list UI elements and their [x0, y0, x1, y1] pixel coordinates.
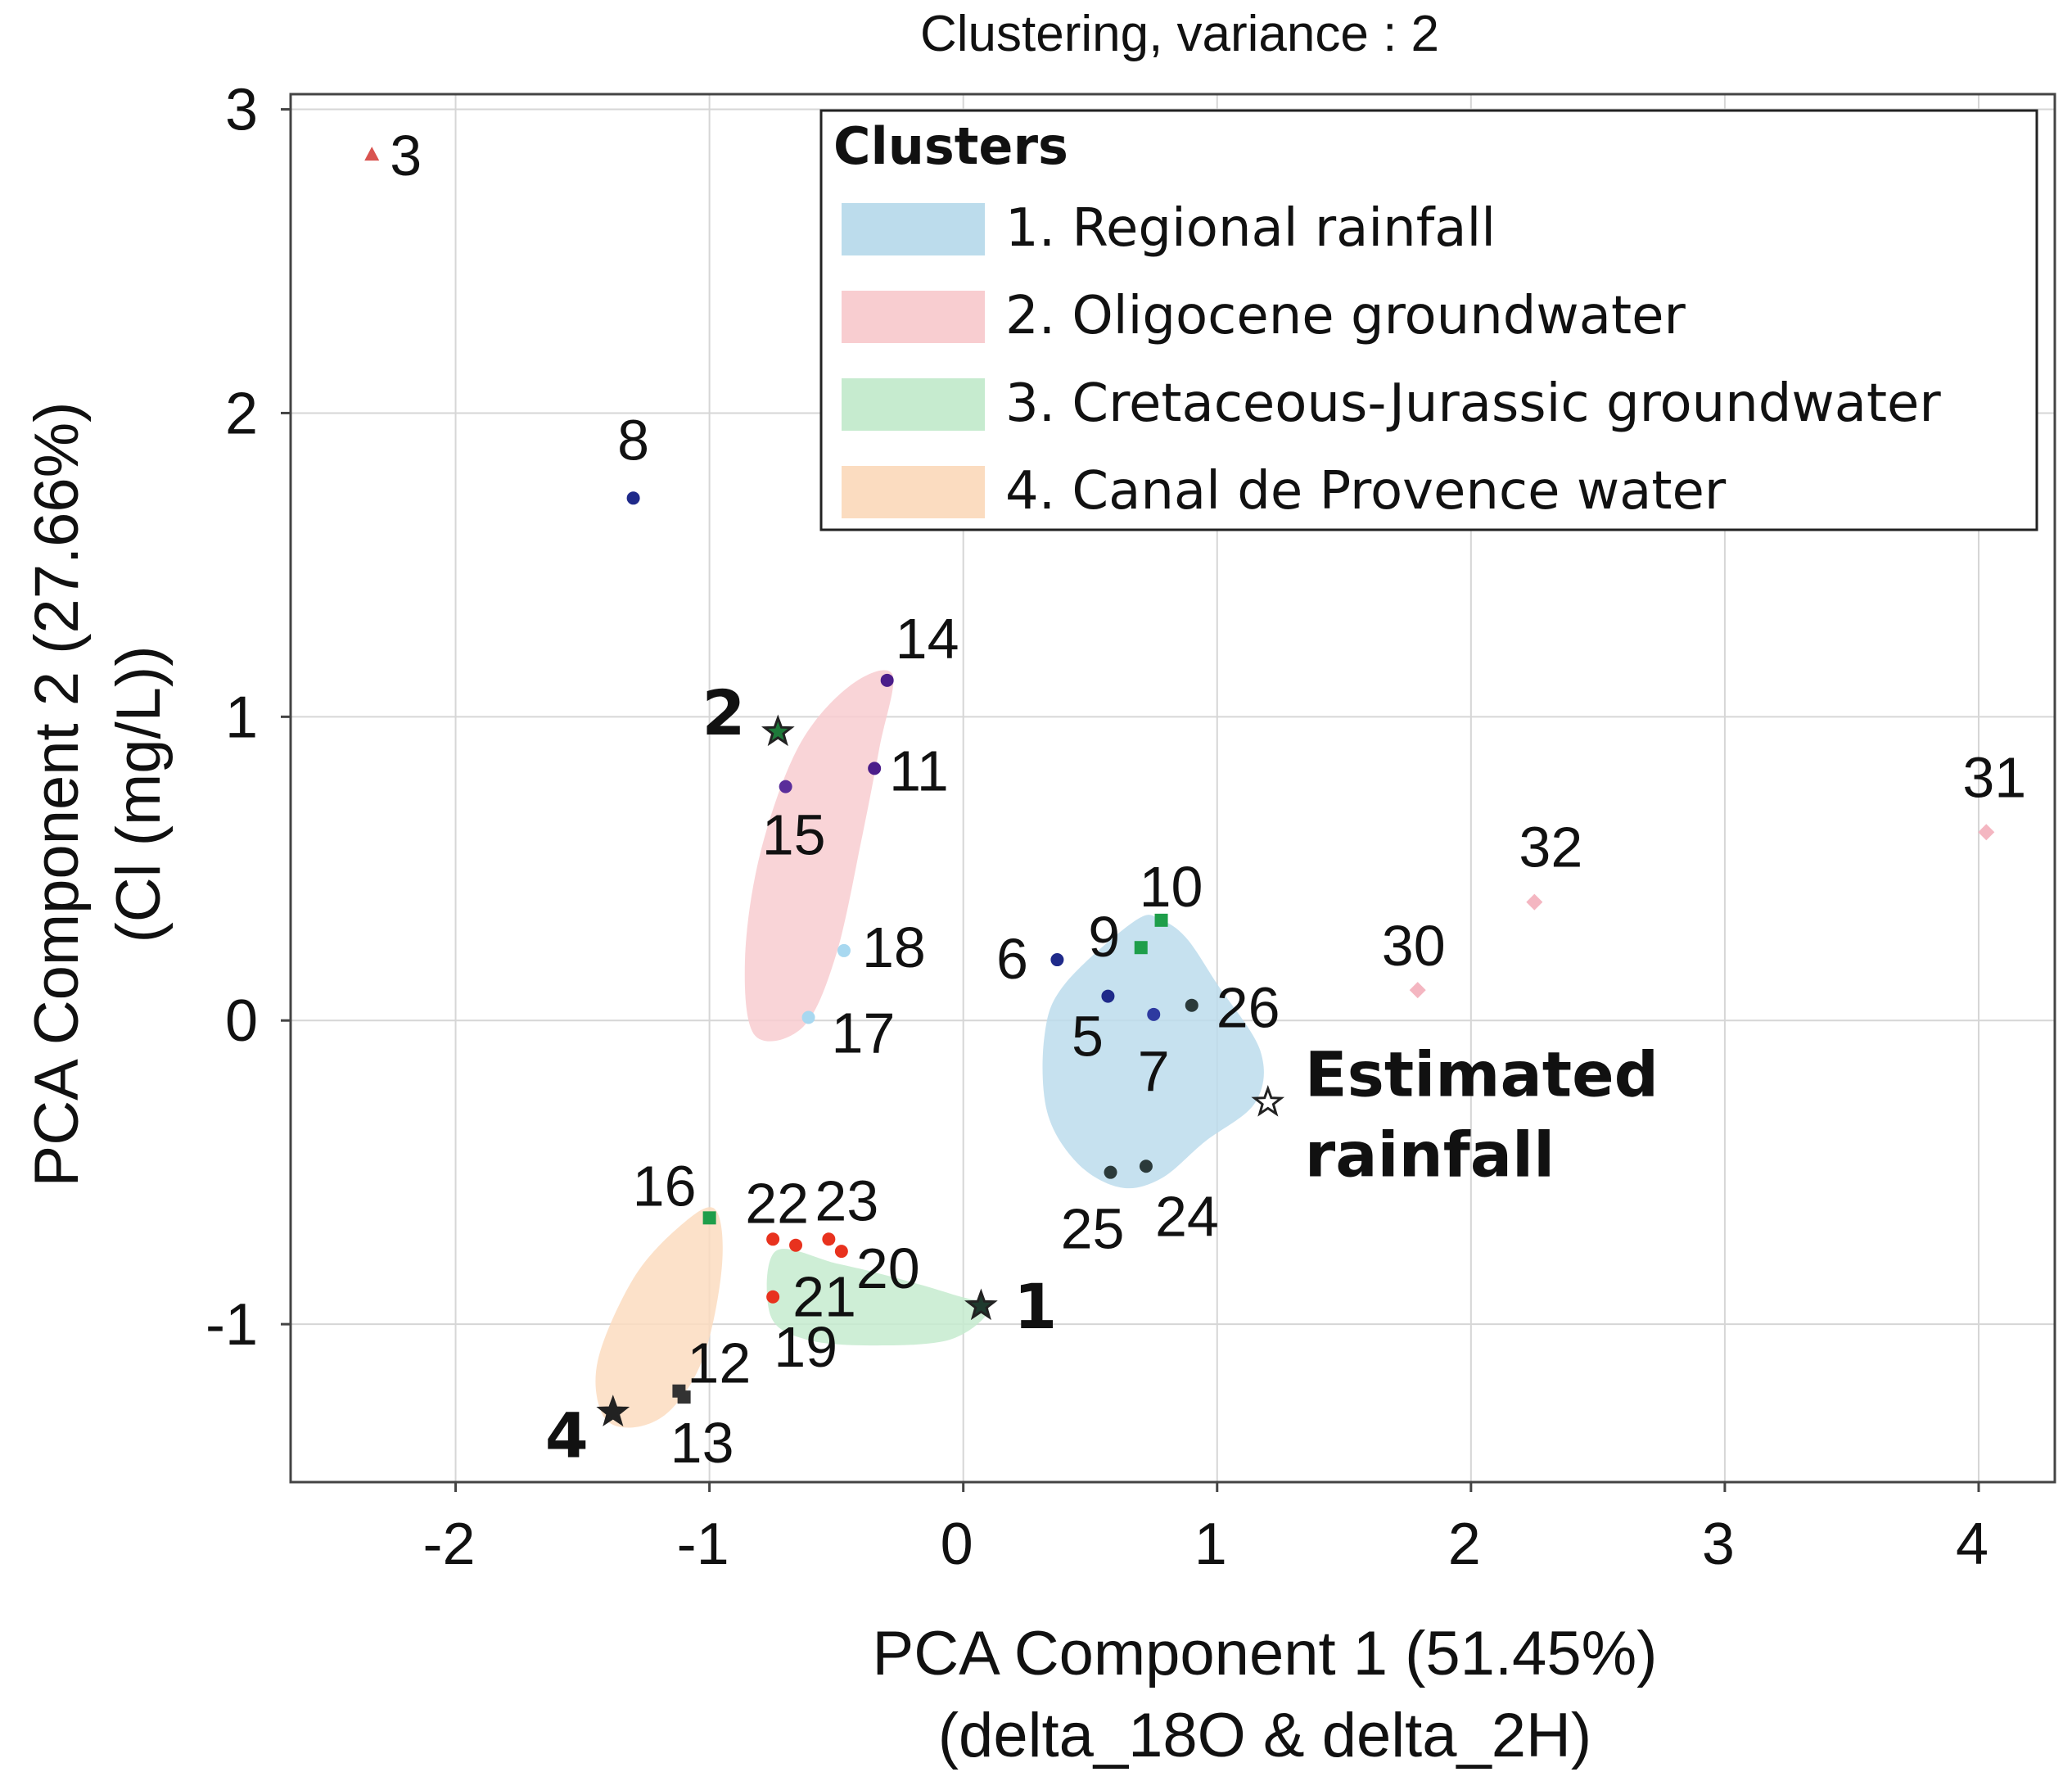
- star-label-line2: rainfall: [1305, 1118, 1555, 1191]
- star-label-1: 1: [1013, 1270, 1057, 1343]
- point-13: [677, 1390, 691, 1404]
- legend-entries: 1. Regional rainfall 2. Oligocene groundw…: [842, 198, 1941, 522]
- legend-swatch-1: [842, 203, 985, 255]
- legend-label-2: 2. Oligocene groundwater: [1005, 286, 1686, 346]
- point-label-24: 24: [1155, 1184, 1219, 1248]
- point-label-12: 12: [687, 1331, 751, 1395]
- x-tick-label: -2: [423, 1512, 476, 1577]
- point-21: [789, 1238, 803, 1252]
- point-6: [1050, 953, 1064, 967]
- star-point-4: [1251, 1085, 1285, 1117]
- point-label-21: 21: [792, 1265, 856, 1329]
- star-label-2: 2: [702, 676, 745, 749]
- point-14: [880, 673, 894, 687]
- point-label-32: 32: [1519, 816, 1582, 879]
- point-label-17: 17: [832, 1001, 896, 1065]
- x-tick-label: 4: [1956, 1512, 1988, 1577]
- legend-box: [819, 109, 2038, 531]
- x-tick-label: 3: [1702, 1512, 1735, 1577]
- point-label-18: 18: [862, 915, 926, 979]
- star-label-line1: Estimated: [1305, 1037, 1659, 1110]
- plot-area-frame: [289, 93, 2056, 1484]
- point-label-5: 5: [1072, 1005, 1104, 1069]
- point-19: [766, 1290, 780, 1304]
- point-30: [1409, 982, 1426, 999]
- legend: Clusters 1. Regional rainfall 2. Oligocen…: [819, 109, 2038, 531]
- cluster-region-1: [1042, 915, 1264, 1189]
- point-24: [1139, 1159, 1153, 1173]
- point-31: [1978, 824, 1995, 841]
- legend-swatch-3: [842, 378, 985, 431]
- point-8: [626, 491, 640, 505]
- data-points: [364, 147, 1995, 1426]
- y-axis-label-line1: PCA Component 2 (27.66%): [22, 402, 92, 1187]
- y-tick-label: 3: [225, 78, 258, 143]
- point-label-13: 13: [670, 1411, 734, 1475]
- point-label-11: 11: [889, 739, 949, 802]
- point-11: [868, 762, 882, 775]
- point-label-22: 22: [745, 1171, 809, 1235]
- point-label-10: 10: [1140, 855, 1203, 919]
- point-18: [837, 943, 851, 957]
- x-tick-label: 1: [1194, 1512, 1227, 1577]
- legend-swatch-4: [842, 466, 985, 518]
- point-label-14: 14: [896, 607, 959, 671]
- point-label-3: 3: [390, 124, 422, 188]
- star-point-2: [761, 714, 795, 747]
- star-point-3: [596, 1395, 630, 1426]
- star-label-4: 4: [545, 1399, 589, 1472]
- point-22: [766, 1232, 780, 1246]
- x-tick-label: 2: [1448, 1512, 1481, 1577]
- legend-title: Clusters: [833, 116, 1068, 176]
- point-32: [1526, 893, 1543, 911]
- point-label-6: 6: [996, 927, 1028, 991]
- point-16: [702, 1211, 716, 1225]
- point-23: [822, 1232, 836, 1246]
- point-label-16: 16: [633, 1154, 697, 1218]
- point-3: [364, 147, 380, 161]
- cluster-region-2: [744, 670, 894, 1042]
- point-17: [801, 1010, 815, 1024]
- y-tick-label: -1: [205, 1292, 258, 1358]
- point-9: [1134, 941, 1148, 955]
- legend-swatch-2: [842, 291, 985, 343]
- point-label-20: 20: [856, 1236, 920, 1300]
- cluster-region-4: [595, 1207, 723, 1428]
- y-tick-label: 0: [225, 988, 258, 1054]
- y-axis-label-line2: (Cl (mg/L)): [104, 645, 174, 942]
- x-tick-label: -1: [677, 1512, 729, 1577]
- legend-label-3: 3. Cretaceous-Jurassic groundwater: [1005, 373, 1941, 434]
- x-axis-label-line2: (delta_18O & delta_2H): [938, 1701, 1591, 1770]
- point-label-23: 23: [815, 1168, 878, 1232]
- point-26: [1185, 998, 1199, 1012]
- point-20: [834, 1245, 848, 1259]
- point-label-19: 19: [774, 1315, 837, 1379]
- point-25: [1104, 1165, 1117, 1179]
- point-label-15: 15: [762, 803, 826, 867]
- y-tick-label: 2: [225, 381, 258, 446]
- legend-label-4: 4. Canal de Provence water: [1005, 461, 1727, 522]
- cluster-regions: [595, 670, 1264, 1428]
- legend-label-1: 1. Regional rainfall: [1005, 198, 1496, 259]
- y-tick-label: 1: [225, 685, 258, 750]
- point-10: [1154, 913, 1168, 927]
- cluster-region-3: [766, 1249, 989, 1346]
- point-15: [779, 780, 792, 793]
- point-label-31: 31: [1962, 745, 2026, 809]
- point-5: [1101, 989, 1115, 1003]
- x-axis-label-line1: PCA Component 1 (51.45%): [873, 1619, 1658, 1688]
- point-label-25: 25: [1061, 1197, 1125, 1261]
- point-label-8: 8: [617, 408, 649, 472]
- chart-title: Clustering, variance : 2: [920, 6, 1439, 62]
- star-point-1: [964, 1288, 998, 1321]
- point-label-26: 26: [1217, 976, 1280, 1040]
- x-tick-label: 0: [941, 1512, 973, 1577]
- point-7: [1147, 1007, 1161, 1021]
- point-label-9: 9: [1088, 905, 1120, 969]
- point-label-30: 30: [1382, 914, 1446, 978]
- point-label-7: 7: [1138, 1039, 1170, 1103]
